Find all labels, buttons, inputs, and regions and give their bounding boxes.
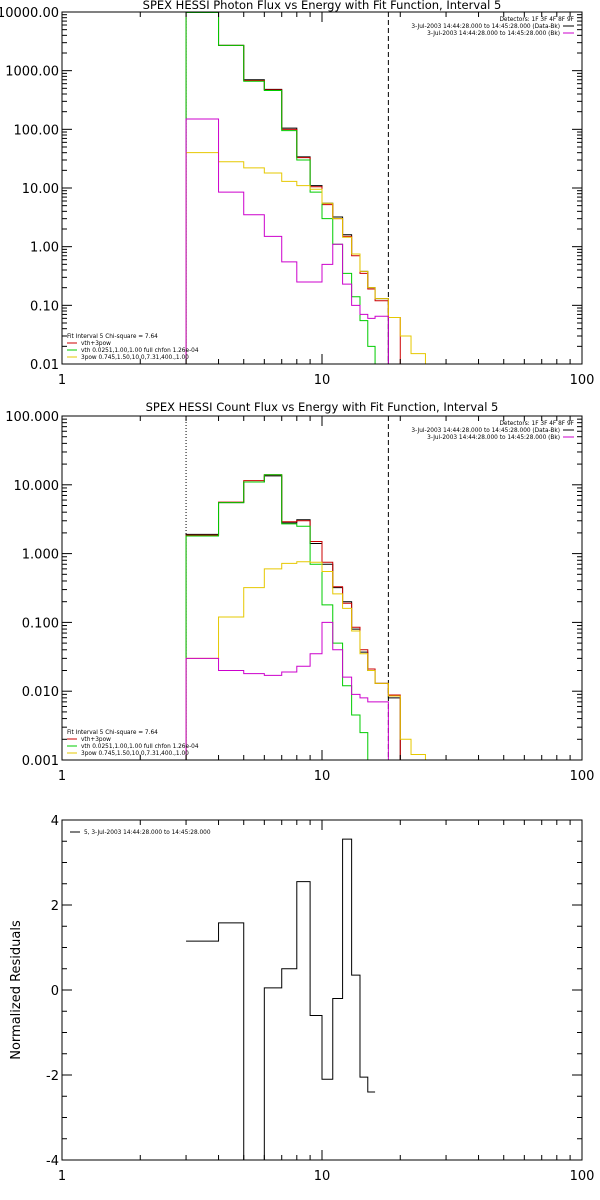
fit-legend: Fit Interval 5 Chi-square = 7.64vth+3pow… <box>67 730 199 757</box>
header-line-1: Detectors: 1F 3F 4F 8F 9F <box>499 17 574 23</box>
y-tick-label: 1.00 <box>30 241 59 256</box>
header-legend: Detectors: 1F 3F 4F 8F 9F3-Jul-2003 14:4… <box>411 17 574 37</box>
y-axis: 0.01 0.10 1.00 10.00 100.00 1000.00 10000.00 <box>0 6 582 373</box>
y-tick-label: 10.00 <box>22 182 59 197</box>
header-line-2: 3-Jul-2003 14:44:28.000 to 14:45:28.000 … <box>411 24 560 30</box>
legend-label: 3pow 0.745,1.50,10.0,7.31,400.,1.00 <box>81 355 189 361</box>
legend-label: vth 0.0251,1.00,1.00 full chfon 1.26e-04 <box>81 744 199 750</box>
plot-frame <box>61 819 583 1161</box>
series-1-histogram <box>185 12 389 364</box>
series-5-histogram <box>185 118 389 364</box>
fit-legend: Fit Interval 5 Chi-square = 7.64vth+3pow… <box>67 334 199 361</box>
series-2-histogram <box>185 474 401 760</box>
x-axis: 1 10 100 <box>58 12 595 388</box>
x-tick-label: 1 <box>58 373 66 388</box>
y-tick-label: 100.000 <box>5 410 59 425</box>
series-4-histogram <box>185 561 426 760</box>
y-tick-label: 10.000 <box>14 479 60 494</box>
header-line-3: 3-Jul-2003 14:44:28.000 to 14:45:28.000 … <box>427 31 560 37</box>
header-line-2: 3-Jul-2003 14:44:28.000 to 14:45:28.000 … <box>411 428 560 434</box>
series-5-histogram <box>185 621 389 760</box>
series-3-histogram <box>185 12 376 364</box>
header-legend: Detectors: 1F 3F 4F 8F 9F3-Jul-2003 14:4… <box>411 421 574 441</box>
series-group <box>185 12 426 364</box>
legend-label: 3pow 0.745,1.50,10.0,7.31,400.,1.00 <box>81 751 189 757</box>
y-tick-label: 1000.00 <box>5 65 59 80</box>
y-tick-label: 1.000 <box>22 548 59 563</box>
chart-title: SPEX HESSI Count Flux vs Energy with Fit… <box>146 400 499 414</box>
y-tick-label: -4 <box>46 1154 59 1169</box>
y-tick-label: 0.100 <box>22 616 59 631</box>
y-axis: 0.001 0.010 0.100 1.000 10.000 100.000 <box>5 410 582 769</box>
chart-title: SPEX HESSI Photon Flux vs Energy with Fi… <box>143 0 502 12</box>
chart-panel-3: 1 10 100 -4 -2 0 2 4 Normalized Residuals 5, 3-Ju… <box>9 814 594 1184</box>
legend-label: vth+3pow <box>81 737 111 743</box>
x-tick-label: 100 <box>570 373 595 388</box>
y-axis: -4 -2 0 2 4 <box>46 814 582 1169</box>
y-tick-label: 0.010 <box>22 685 59 700</box>
y-tick-label: 0.10 <box>30 299 59 314</box>
x-tick-label: 100 <box>570 1169 595 1184</box>
legend-label: vth+3pow <box>81 341 111 347</box>
legend-label: vth 0.0251,1.00,1.00 full chfon 1.26e-04 <box>81 348 199 354</box>
y-tick-label: 4 <box>51 814 59 829</box>
y-tick-label: 0.01 <box>30 358 59 373</box>
chart-panel-2: SPEX HESSI Count Flux vs Energy with Fit… <box>5 400 594 784</box>
x-axis: 1 10 100 <box>58 416 595 784</box>
legend-heading: Fit Interval 5 Chi-square = 7.64 <box>67 334 158 340</box>
y-axis-label: Normalized Residuals <box>9 920 24 1060</box>
x-tick-label: 100 <box>570 769 595 784</box>
header-line-3: 3-Jul-2003 14:44:28.000 to 14:45:28.000 … <box>427 435 560 441</box>
legend-label: 5, 3-Jul-2003 14:44:28.000 to 14:45:28.0… <box>84 830 211 836</box>
x-axis: 1 10 100 <box>58 820 595 1184</box>
series-1-histogram <box>186 838 376 1160</box>
x-tick-label: 10 <box>314 1169 331 1184</box>
x-tick-label: 1 <box>58 769 66 784</box>
x-tick-label: 1 <box>58 1169 66 1184</box>
series-group <box>186 838 376 1160</box>
y-tick-label: 10000.00 <box>0 6 59 21</box>
x-tick-label: 10 <box>314 373 331 388</box>
chart-panel-1: SPEX HESSI Photon Flux vs Energy with Fi… <box>0 0 594 388</box>
y-tick-label: 2 <box>51 899 59 914</box>
series-3-histogram <box>185 474 369 760</box>
y-tick-label: -2 <box>46 1069 59 1084</box>
y-tick-label: 0 <box>51 984 59 999</box>
series-2-histogram <box>185 12 401 364</box>
series-group <box>185 474 426 760</box>
legend-heading: Fit Interval 5 Chi-square = 7.64 <box>67 730 158 736</box>
x-tick-label: 10 <box>314 769 331 784</box>
y-tick-label: 100.00 <box>14 123 60 138</box>
y-tick-label: 0.001 <box>22 754 59 769</box>
residual-legend: 5, 3-Jul-2003 14:44:28.000 to 14:45:28.0… <box>70 830 211 836</box>
series-4-histogram <box>185 152 426 364</box>
header-line-1: Detectors: 1F 3F 4F 8F 9F <box>499 421 574 427</box>
